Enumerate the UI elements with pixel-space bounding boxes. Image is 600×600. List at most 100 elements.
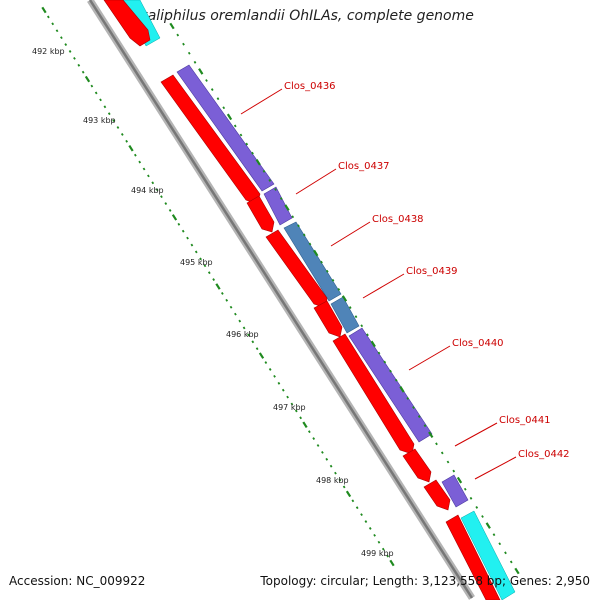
outer-tick-minor <box>452 469 456 473</box>
outer-tick-minor <box>193 60 197 64</box>
outer-tick-minor <box>337 288 341 291</box>
scale-tick-minor <box>316 444 320 447</box>
gene-label-clos0441[interactable]: Clos_0441 <box>499 415 551 426</box>
scale-label-494kbp: 494 kbp <box>131 186 164 195</box>
scale-tick-minor <box>360 513 363 517</box>
outer-tick-minor <box>320 260 323 264</box>
scale-tick-minor <box>286 395 289 399</box>
scale-tick-minor <box>168 209 172 212</box>
scale-tick-minor <box>368 527 372 530</box>
scale-tick-minor <box>77 63 81 67</box>
cog-segment-bottom-cyan <box>460 510 516 600</box>
gene-label-clos0440[interactable]: Clos_0440 <box>452 338 504 349</box>
outer-tick-major <box>399 386 405 393</box>
gene-label-clos0436[interactable]: Clos_0436 <box>284 81 336 92</box>
cog-segment-clos0438 <box>283 221 342 302</box>
gene-label-clos0437[interactable]: Clos_0437 <box>338 161 390 172</box>
outer-tick-major <box>428 431 434 439</box>
scale-tick-minor <box>99 98 102 102</box>
outer-tick-minor <box>331 278 335 282</box>
outer-tick-minor <box>360 324 364 328</box>
outer-tick-minor <box>423 424 427 428</box>
scale-tick-minor <box>164 202 168 205</box>
scale-tick-minor <box>251 340 255 344</box>
backbone-inner-line <box>88 0 474 599</box>
scale-tick-minor <box>351 499 355 503</box>
scale-tick-minor <box>55 29 59 33</box>
scale-tick-major <box>258 352 265 359</box>
scale-tick-minor <box>386 554 389 558</box>
leader-clos0438 <box>330 221 371 247</box>
scale-tick-minor <box>207 271 211 275</box>
scale-tick-minor <box>338 478 342 482</box>
scale-tick-major <box>171 214 178 221</box>
scale-tick-major <box>41 6 47 14</box>
scale-tick-minor <box>212 278 215 282</box>
outer-tick-minor <box>377 351 381 355</box>
scale-tick-minor <box>112 119 115 123</box>
scale-tick-minor <box>299 416 302 420</box>
scale-label-497kbp: 497 kbp <box>273 403 306 412</box>
outer-tick-minor <box>481 515 484 518</box>
scale-tick-minor <box>142 167 146 171</box>
cds-arrow-clos0439 <box>313 300 343 338</box>
outer-tick-minor <box>440 451 444 455</box>
scale-tick-minor <box>268 368 272 371</box>
scale-tick-minor <box>47 15 50 19</box>
outer-tick-minor <box>469 496 473 500</box>
scale-tick-minor <box>342 485 346 489</box>
outer-tick-minor <box>366 333 369 337</box>
gene-label-clos0442[interactable]: Clos_0442 <box>518 449 570 460</box>
scale-tick-minor <box>234 312 237 316</box>
leader-clos0442 <box>474 456 517 480</box>
scale-tick-minor <box>321 450 324 454</box>
outer-tick-ring <box>169 22 520 575</box>
leader-clos0436 <box>240 88 283 115</box>
outer-tick-minor <box>262 169 266 173</box>
scale-tick-major <box>389 559 395 567</box>
scale-tick-minor <box>51 22 55 26</box>
outer-tick-minor <box>222 106 226 110</box>
outer-tick-minor <box>504 551 507 555</box>
scale-tick-ring <box>41 6 395 567</box>
scale-tick-minor <box>334 471 337 475</box>
scale-tick-minor <box>229 305 233 309</box>
scale-label-499kbp: 499 kbp <box>361 549 394 558</box>
scale-tick-minor <box>277 381 281 385</box>
outer-tick-minor <box>297 224 300 228</box>
scale-tick-minor <box>116 126 120 129</box>
scale-tick-minor <box>94 91 98 95</box>
cog-segment-clos0436 <box>176 64 275 192</box>
scale-tick-minor <box>377 540 381 544</box>
scale-tick-minor <box>107 112 111 116</box>
outer-tick-minor <box>205 79 208 82</box>
outer-tick-major <box>198 68 204 75</box>
scale-tick-minor <box>290 402 294 406</box>
scale-tick-minor <box>242 326 246 330</box>
scale-tick-minor <box>190 243 194 247</box>
outer-tick-minor <box>291 215 295 219</box>
scale-tick-minor <box>221 291 224 295</box>
scale-tick-minor <box>73 56 76 60</box>
scale-tick-minor <box>312 437 316 440</box>
gene-label-clos0438[interactable]: Clos_0438 <box>372 214 424 225</box>
cds-arrow-clos0437 <box>246 195 275 233</box>
gene-label-clos0439[interactable]: Clos_0439 <box>406 266 458 277</box>
outer-tick-major <box>255 158 261 166</box>
scale-tick-minor <box>381 547 385 551</box>
scale-tick-minor <box>60 36 63 40</box>
scale-labels: 492 kbp 493 kbp 494 kbp 495 kbp 496 kbp … <box>32 47 394 558</box>
outer-tick-minor <box>216 97 220 101</box>
cog-segment-clos0442 <box>441 474 469 508</box>
cds-arrow-clos0440 <box>332 333 415 455</box>
outer-tick-minor <box>498 542 502 546</box>
accession-text: Accession: NC_009922 <box>9 574 146 588</box>
outer-tick-major <box>370 340 376 348</box>
outer-tick-minor <box>354 315 358 319</box>
scale-tick-minor <box>373 533 376 537</box>
outer-tick-major <box>456 476 463 484</box>
scale-tick-minor <box>155 188 159 192</box>
scale-tick-minor <box>281 388 285 392</box>
